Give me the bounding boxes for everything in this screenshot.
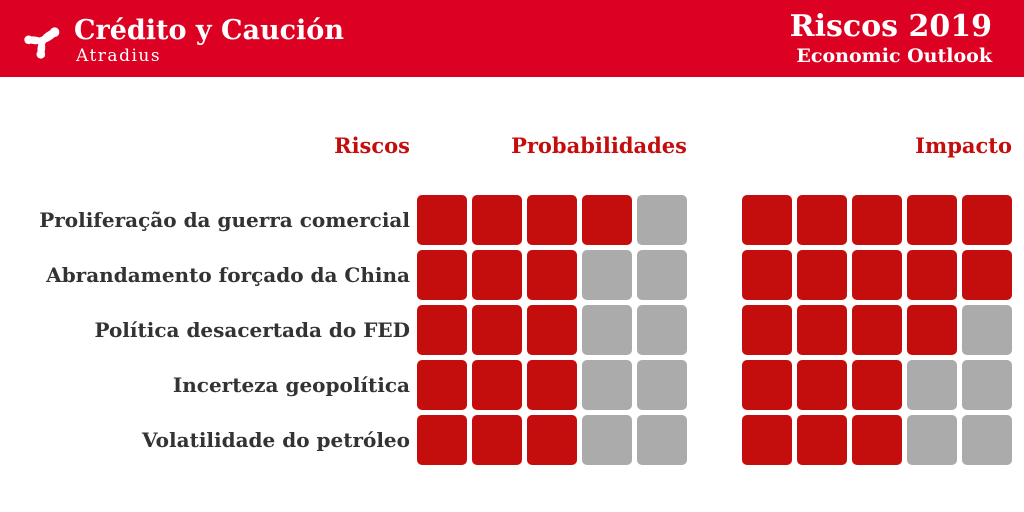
rating-square-empty bbox=[637, 250, 687, 300]
brand-subname: Atradius bbox=[76, 45, 162, 66]
rating-square-filled bbox=[417, 360, 467, 410]
brand-text: Crédito y Caución Atradius bbox=[74, 14, 344, 66]
rating-square-filled bbox=[417, 415, 467, 465]
rating-square-filled bbox=[472, 250, 522, 300]
risk-row: Política desacertada do FED bbox=[0, 305, 1024, 355]
rating-square-filled bbox=[472, 195, 522, 245]
matrix-column-headers: Riscos Probabilidades Impacto bbox=[0, 131, 1024, 159]
rating-square-filled bbox=[527, 415, 577, 465]
rating-square-filled bbox=[582, 195, 632, 245]
rating-square-empty bbox=[962, 305, 1012, 355]
atradius-logo-icon bbox=[18, 16, 66, 68]
column-header-riscos: Riscos bbox=[334, 132, 410, 158]
report-title-block: Riscos 2019 Economic Outlook bbox=[790, 9, 992, 68]
risk-row: Abrandamento forçado da China bbox=[0, 250, 1024, 300]
rating-square-filled bbox=[742, 360, 792, 410]
rating-grid-impacto bbox=[742, 305, 1012, 355]
rating-square-filled bbox=[797, 360, 847, 410]
column-header-impacto: Impacto bbox=[915, 132, 1012, 158]
rating-grid-probabilidades bbox=[417, 305, 687, 355]
rating-square-filled bbox=[527, 195, 577, 245]
rating-square-filled bbox=[527, 360, 577, 410]
rating-square-empty bbox=[582, 415, 632, 465]
risk-label: Política desacertada do FED bbox=[94, 318, 410, 342]
brand-logo: Crédito y Caución Atradius bbox=[18, 10, 344, 68]
rating-square-empty bbox=[637, 415, 687, 465]
rating-grid-probabilidades bbox=[417, 415, 687, 465]
rating-square-filled bbox=[742, 250, 792, 300]
rating-square-empty bbox=[582, 360, 632, 410]
rating-square-filled bbox=[797, 195, 847, 245]
rating-square-filled bbox=[962, 250, 1012, 300]
rating-square-empty bbox=[907, 415, 957, 465]
matrix-rows: Proliferação da guerra comercial Abrandam… bbox=[0, 195, 1024, 465]
rating-square-filled bbox=[907, 305, 957, 355]
rating-square-filled bbox=[742, 415, 792, 465]
rating-square-filled bbox=[742, 305, 792, 355]
rating-square-filled bbox=[417, 195, 467, 245]
rating-square-filled bbox=[852, 195, 902, 245]
rating-square-empty bbox=[582, 305, 632, 355]
rating-grid-impacto bbox=[742, 415, 1012, 465]
rating-grid-probabilidades bbox=[417, 195, 687, 245]
risk-label: Incerteza geopolítica bbox=[172, 373, 410, 397]
rating-square-filled bbox=[472, 305, 522, 355]
rating-square-empty bbox=[907, 360, 957, 410]
rating-grid-impacto bbox=[742, 360, 1012, 410]
rating-square-filled bbox=[417, 305, 467, 355]
rating-square-filled bbox=[852, 305, 902, 355]
rating-square-filled bbox=[907, 250, 957, 300]
risk-label: Volatilidade do petróleo bbox=[142, 428, 410, 452]
risk-label: Proliferação da guerra comercial bbox=[39, 208, 410, 232]
rating-square-filled bbox=[962, 195, 1012, 245]
rating-square-filled bbox=[527, 305, 577, 355]
rating-square-filled bbox=[797, 415, 847, 465]
risk-row: Volatilidade do petróleo bbox=[0, 415, 1024, 465]
risk-matrix: Riscos Probabilidades Impacto Proliferaç… bbox=[0, 77, 1024, 465]
rating-grid-impacto bbox=[742, 250, 1012, 300]
rating-square-filled bbox=[852, 415, 902, 465]
risk-row: Proliferação da guerra comercial bbox=[0, 195, 1024, 245]
rating-square-filled bbox=[907, 195, 957, 245]
rating-square-filled bbox=[742, 195, 792, 245]
rating-square-empty bbox=[637, 195, 687, 245]
rating-square-empty bbox=[962, 415, 1012, 465]
report-subtitle: Economic Outlook bbox=[796, 45, 992, 67]
rating-square-filled bbox=[797, 250, 847, 300]
risk-label: Abrandamento forçado da China bbox=[46, 263, 410, 287]
brand-name: Crédito y Caución bbox=[74, 14, 344, 46]
rating-grid-impacto bbox=[742, 195, 1012, 245]
rating-square-filled bbox=[472, 415, 522, 465]
rating-square-empty bbox=[637, 360, 687, 410]
header-bar: Crédito y Caución Atradius Riscos 2019 E… bbox=[0, 0, 1024, 77]
column-header-probabilidades: Probabilidades bbox=[511, 132, 687, 158]
rating-square-filled bbox=[852, 360, 902, 410]
rating-square-empty bbox=[637, 305, 687, 355]
risk-row: Incerteza geopolítica bbox=[0, 360, 1024, 410]
rating-square-empty bbox=[962, 360, 1012, 410]
rating-grid-probabilidades bbox=[417, 250, 687, 300]
rating-square-filled bbox=[527, 250, 577, 300]
rating-square-filled bbox=[852, 250, 902, 300]
rating-square-empty bbox=[582, 250, 632, 300]
rating-square-filled bbox=[797, 305, 847, 355]
report-title: Riscos 2019 bbox=[789, 9, 992, 44]
rating-square-filled bbox=[417, 250, 467, 300]
rating-grid-probabilidades bbox=[417, 360, 687, 410]
rating-square-filled bbox=[472, 360, 522, 410]
